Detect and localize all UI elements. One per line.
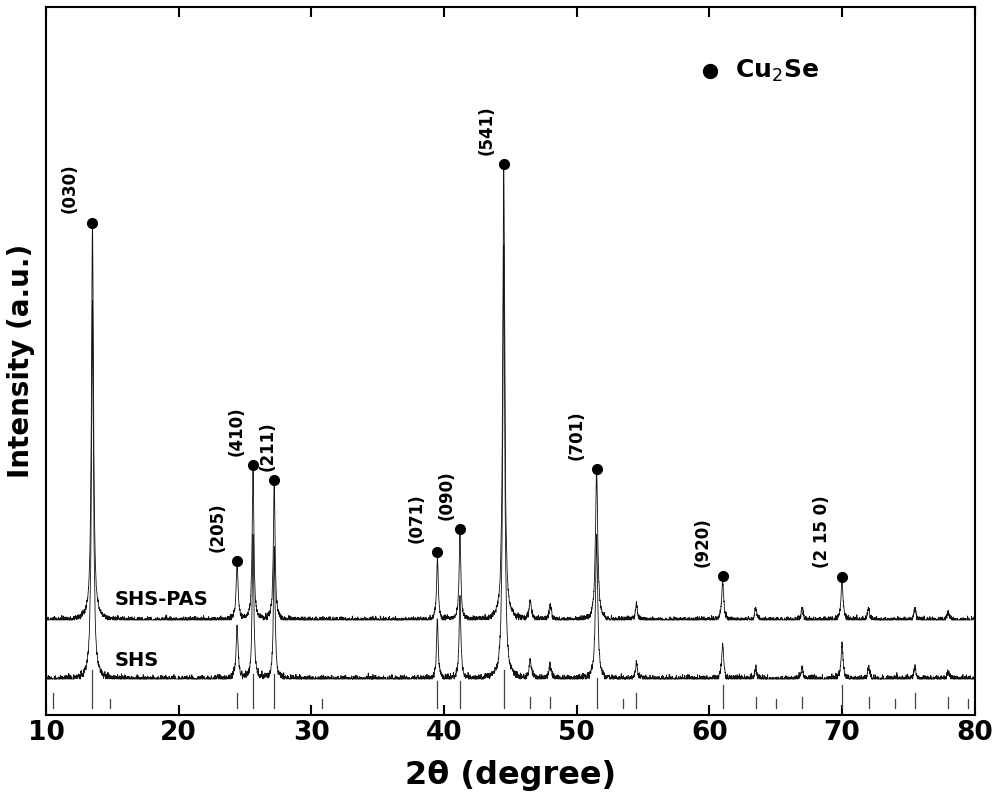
- Text: SHS: SHS: [115, 651, 159, 670]
- Text: (541): (541): [477, 105, 495, 155]
- X-axis label: 2θ (degree): 2θ (degree): [405, 760, 616, 791]
- Text: (701): (701): [568, 410, 586, 460]
- Text: (920): (920): [694, 517, 712, 567]
- Text: (090): (090): [438, 471, 456, 520]
- Y-axis label: Intensity (a.u.): Intensity (a.u.): [7, 244, 35, 478]
- Text: (410): (410): [228, 406, 246, 456]
- Text: (205): (205): [208, 503, 226, 552]
- Text: Cu$_2$Se: Cu$_2$Se: [735, 57, 819, 84]
- Text: (071): (071): [407, 493, 425, 543]
- Text: (211): (211): [259, 421, 277, 471]
- Text: SHS-PAS: SHS-PAS: [115, 590, 209, 609]
- Text: (030): (030): [61, 164, 79, 214]
- Text: (2 15 0): (2 15 0): [813, 496, 831, 568]
